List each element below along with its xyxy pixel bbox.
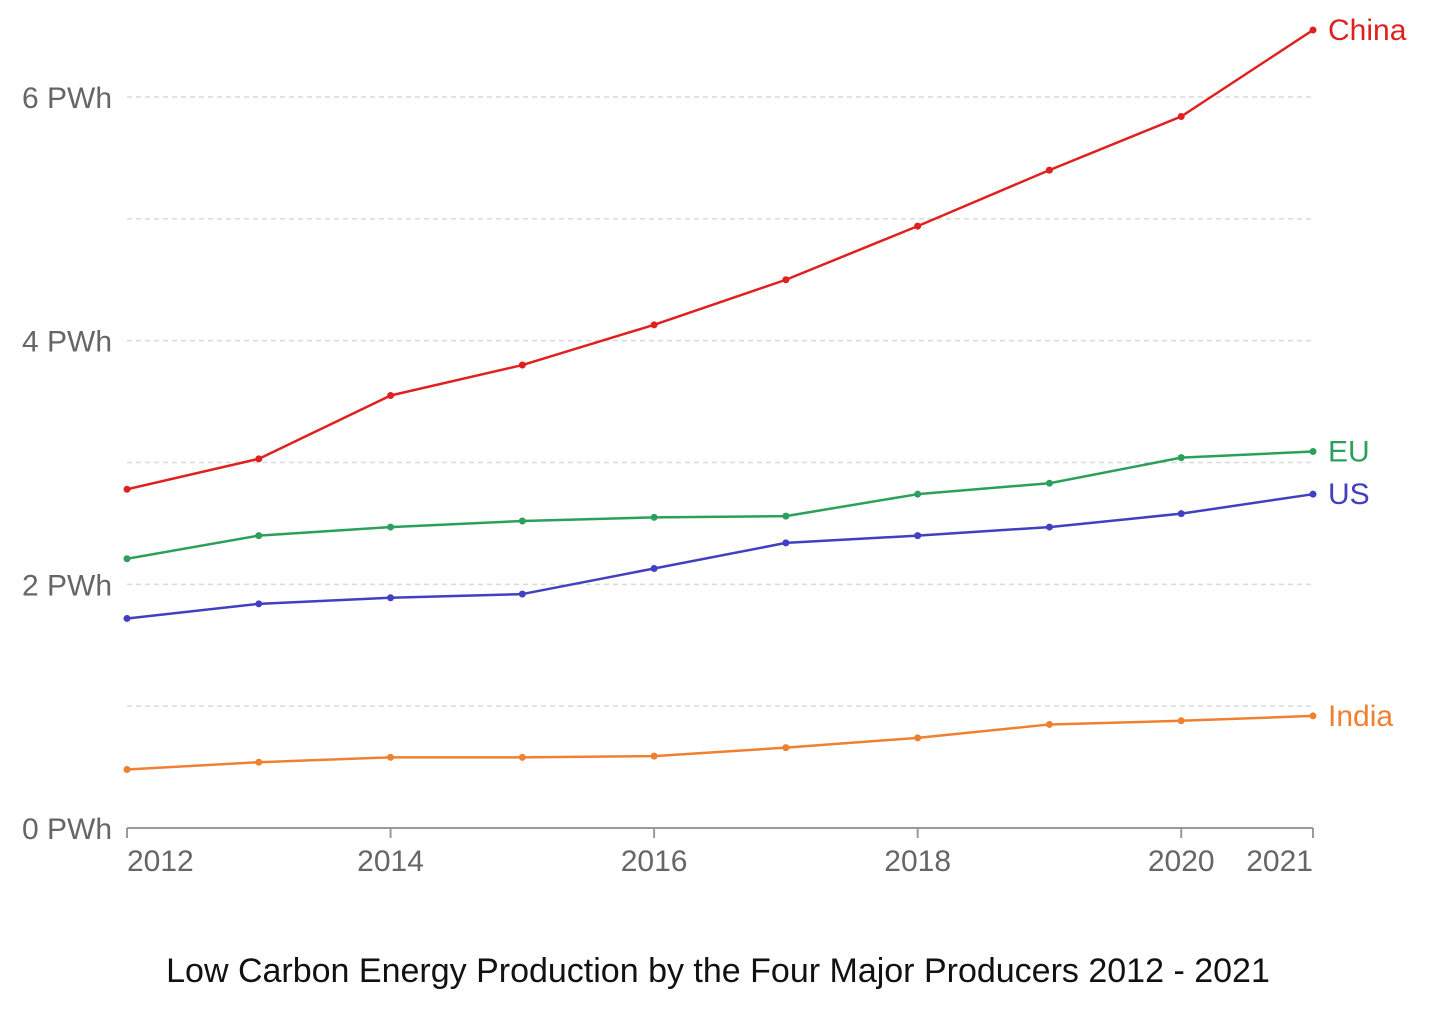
series-line-eu bbox=[125, 450, 1315, 560]
data-point-china bbox=[914, 222, 922, 230]
data-point-us bbox=[255, 600, 263, 608]
data-point-china bbox=[1045, 166, 1053, 174]
data-point-us bbox=[1177, 510, 1185, 518]
x-tick-label: 2014 bbox=[357, 845, 424, 878]
data-point-eu bbox=[518, 517, 526, 525]
data-point-china bbox=[123, 485, 131, 493]
data-point-us bbox=[650, 564, 658, 572]
data-point-india bbox=[255, 758, 263, 766]
series-label-china: China bbox=[1328, 14, 1407, 47]
data-point-us bbox=[914, 532, 922, 540]
data-point-china bbox=[255, 455, 263, 463]
chart-title: Low Carbon Energy Production by the Four… bbox=[166, 952, 1270, 990]
series-label-us: US bbox=[1328, 478, 1370, 511]
data-point-eu bbox=[914, 490, 922, 498]
data-point-eu bbox=[782, 512, 790, 520]
axes: 0 PWh 2 PWh 4 PWh 6 PWh 2012 2014 2016 2018 2020… bbox=[22, 82, 1314, 878]
data-point-china bbox=[1177, 112, 1185, 120]
x-tick-label: 2012 bbox=[127, 845, 194, 878]
x-tick-label: 2020 bbox=[1148, 845, 1215, 878]
y-tick-label: 6 PWh bbox=[22, 82, 112, 115]
data-point-us bbox=[1309, 490, 1317, 498]
data-point-china bbox=[1309, 26, 1317, 34]
data-point-us bbox=[518, 590, 526, 598]
data-point-eu bbox=[1177, 454, 1185, 462]
series-line-india bbox=[125, 714, 1315, 771]
series-layer bbox=[123, 26, 1317, 774]
x-tick-label: 2021 bbox=[1246, 845, 1313, 878]
y-tick-label: 0 PWh bbox=[22, 813, 112, 846]
data-point-india bbox=[782, 744, 790, 752]
data-point-us bbox=[782, 539, 790, 547]
data-point-india bbox=[914, 734, 922, 742]
data-point-china bbox=[650, 321, 658, 329]
data-point-china bbox=[782, 276, 790, 284]
series-label-india: India bbox=[1328, 700, 1393, 733]
series-labels: China EU US India bbox=[1328, 14, 1407, 733]
data-point-china bbox=[518, 361, 526, 369]
data-point-india bbox=[650, 752, 658, 760]
x-tick-label: 2018 bbox=[884, 845, 951, 878]
data-point-eu bbox=[650, 513, 658, 521]
y-tick-label: 4 PWh bbox=[22, 326, 112, 359]
gridlines bbox=[127, 96, 1313, 707]
data-point-us bbox=[123, 614, 131, 622]
data-point-india bbox=[1309, 712, 1317, 720]
series-line-us bbox=[125, 492, 1315, 620]
series-line-china bbox=[125, 28, 1315, 491]
data-point-eu bbox=[255, 532, 263, 540]
data-point-india bbox=[123, 766, 131, 774]
data-point-china bbox=[387, 391, 395, 399]
data-point-eu bbox=[387, 523, 395, 531]
data-point-india bbox=[1177, 717, 1185, 725]
y-tick-label: 2 PWh bbox=[22, 569, 112, 602]
data-point-us bbox=[387, 594, 395, 602]
x-tick-label: 2016 bbox=[621, 845, 688, 878]
data-point-eu bbox=[1045, 479, 1053, 487]
data-point-eu bbox=[123, 555, 131, 563]
data-point-eu bbox=[1309, 448, 1317, 456]
data-point-india bbox=[1045, 720, 1053, 728]
data-point-us bbox=[1045, 523, 1053, 531]
series-label-eu: EU bbox=[1328, 436, 1370, 469]
data-point-india bbox=[518, 753, 526, 761]
data-point-india bbox=[387, 753, 395, 761]
